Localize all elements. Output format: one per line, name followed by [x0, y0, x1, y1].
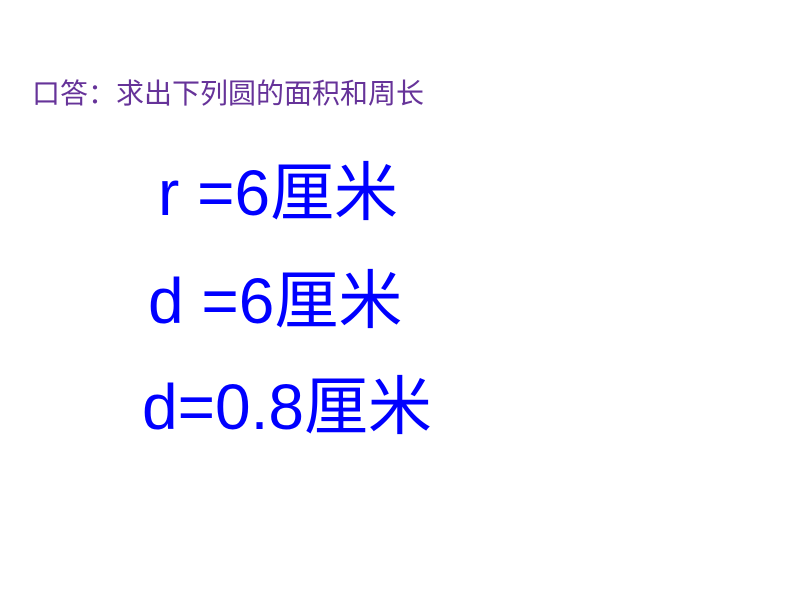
- question-title: 口答：求出下列圆的面积和周长: [32, 72, 424, 112]
- equation-line-2: d =6厘米: [148, 250, 402, 342]
- equation-line-3: d=0.8厘米: [142, 356, 432, 448]
- equation-line-1: r =6厘米: [158, 142, 398, 234]
